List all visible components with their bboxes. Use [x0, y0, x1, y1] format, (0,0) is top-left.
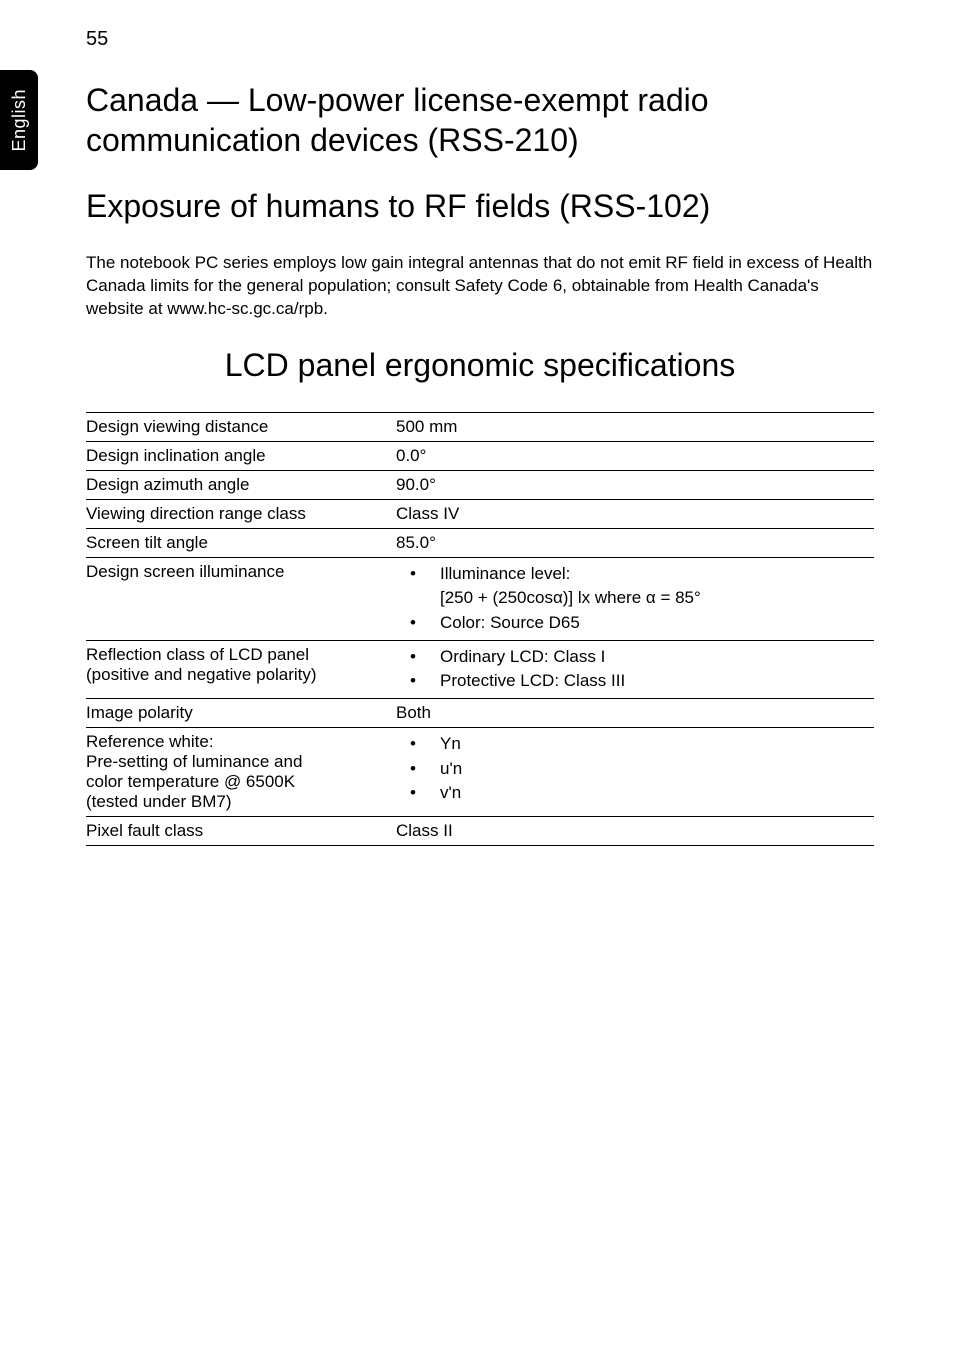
page-number: 55 — [86, 28, 108, 51]
spec-bullet: Yn — [396, 732, 870, 757]
spec-label: Design viewing distance — [86, 412, 396, 441]
spec-subline: [250 + (250cosα)] lx where α = 85° — [396, 586, 870, 611]
section-title-rss102: Exposure of humans to RF fields (RSS-102… — [86, 186, 874, 226]
spec-label: Design inclination angle — [86, 441, 396, 470]
spec-label: Image polarity — [86, 699, 396, 728]
spec-label-line: (positive and negative polarity) — [86, 665, 392, 685]
table-row: Screen tilt angle 85.0° — [86, 528, 874, 557]
table-row: Design azimuth angle 90.0° — [86, 470, 874, 499]
section-title-rss210: Canada — Low-power license-exempt radio … — [86, 80, 874, 160]
spec-bullet: Illuminance level: — [396, 562, 870, 587]
spec-label-line: Reflection class of LCD panel — [86, 645, 392, 665]
spec-value: Ordinary LCD: Class I Protective LCD: Cl… — [396, 640, 874, 698]
spec-label: Pixel fault class — [86, 817, 396, 846]
spec-bullet: Ordinary LCD: Class I — [396, 645, 870, 670]
spec-label: Design azimuth angle — [86, 470, 396, 499]
spec-bullet: Protective LCD: Class III — [396, 669, 870, 694]
table-row: Design inclination angle 0.0° — [86, 441, 874, 470]
table-row: Image polarity Both — [86, 699, 874, 728]
spec-value: Class II — [396, 817, 874, 846]
spec-label: Design screen illuminance — [86, 557, 396, 640]
spec-value: 500 mm — [396, 412, 874, 441]
spec-label-line: color temperature @ 6500K — [86, 772, 392, 792]
section-body-rss102: The notebook PC series employs low gain … — [86, 252, 874, 321]
table-row: Design viewing distance 500 mm — [86, 412, 874, 441]
language-label: English — [9, 89, 30, 152]
table-row: Pixel fault class Class II — [86, 817, 874, 846]
spec-label-line: (tested under BM7) — [86, 792, 392, 812]
spec-label-line: Reference white: — [86, 732, 392, 752]
spec-label-line: Pre-setting of luminance and — [86, 752, 392, 772]
table-row: Design screen illuminance Illuminance le… — [86, 557, 874, 640]
spec-table: Design viewing distance 500 mm Design in… — [86, 412, 874, 846]
table-title: LCD panel ergonomic specifications — [86, 347, 874, 384]
spec-label: Reference white: Pre-setting of luminanc… — [86, 728, 396, 817]
spec-value: Yn u'n v'n — [396, 728, 874, 817]
spec-value: Illuminance level: [250 + (250cosα)] lx … — [396, 557, 874, 640]
spec-label: Reflection class of LCD panel (positive … — [86, 640, 396, 698]
table-row: Reference white: Pre-setting of luminanc… — [86, 728, 874, 817]
spec-label: Screen tilt angle — [86, 528, 396, 557]
spec-value: 0.0° — [396, 441, 874, 470]
spec-value: 90.0° — [396, 470, 874, 499]
page-content: Canada — Low-power license-exempt radio … — [86, 80, 874, 846]
spec-value: Class IV — [396, 499, 874, 528]
table-row: Viewing direction range class Class IV — [86, 499, 874, 528]
spec-bullet: u'n — [396, 757, 870, 782]
table-row: Reflection class of LCD panel (positive … — [86, 640, 874, 698]
spec-bullet: Color: Source D65 — [396, 611, 870, 636]
language-side-tab: English — [0, 70, 38, 170]
spec-value: 85.0° — [396, 528, 874, 557]
spec-label: Viewing direction range class — [86, 499, 396, 528]
spec-value: Both — [396, 699, 874, 728]
spec-bullet: v'n — [396, 781, 870, 806]
